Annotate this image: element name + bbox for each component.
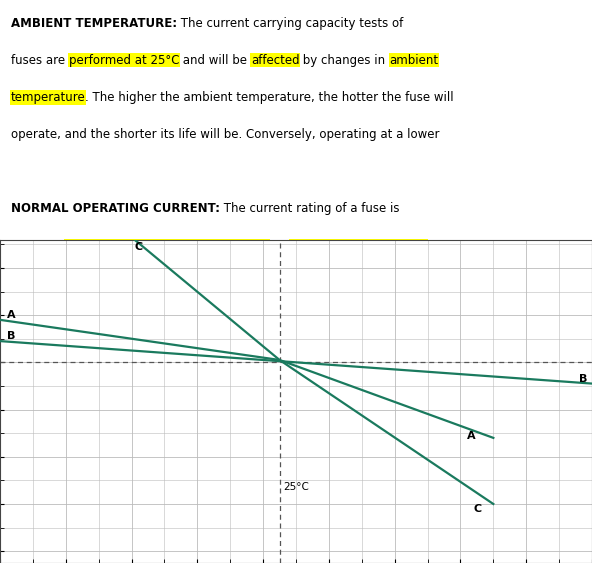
Text: typically: typically xyxy=(11,240,65,253)
Text: C: C xyxy=(135,242,143,252)
Text: AMBIENT TEMPERATURE:: AMBIENT TEMPERATURE: xyxy=(11,17,177,30)
Text: performed at 25°C: performed at 25°C xyxy=(69,54,179,67)
Text: ambient: ambient xyxy=(390,54,439,67)
Text: B: B xyxy=(579,374,587,384)
Text: B: B xyxy=(7,332,15,341)
Text: 25°C: 25°C xyxy=(283,482,308,493)
Text: and will be: and will be xyxy=(179,54,251,67)
Text: temperature: temperature xyxy=(11,91,85,104)
Text: NORMAL OPERATING CURRENT:: NORMAL OPERATING CURRENT: xyxy=(11,203,220,216)
Text: A: A xyxy=(7,310,15,320)
Text: The current rating of a fuse is: The current rating of a fuse is xyxy=(220,203,399,216)
Text: fuses are: fuses are xyxy=(11,54,69,67)
Text: C: C xyxy=(474,504,482,513)
Text: .: . xyxy=(428,240,432,253)
Text: derated 25% for operation at 25°C: derated 25% for operation at 25°C xyxy=(65,240,270,253)
Text: A: A xyxy=(467,431,475,440)
Text: affected: affected xyxy=(251,54,300,67)
Text: operate, and the shorter its life will be. Conversely, operating at a lower: operate, and the shorter its life will b… xyxy=(11,128,439,141)
Text: by changes in: by changes in xyxy=(300,54,390,67)
Text: to: to xyxy=(270,240,289,253)
Text: The current carrying capacity tests of: The current carrying capacity tests of xyxy=(177,17,403,30)
Text: avoid nuisance blowing: avoid nuisance blowing xyxy=(289,240,428,253)
Text: . The higher the ambient temperature, the hotter the fuse will: . The higher the ambient temperature, th… xyxy=(85,91,454,104)
